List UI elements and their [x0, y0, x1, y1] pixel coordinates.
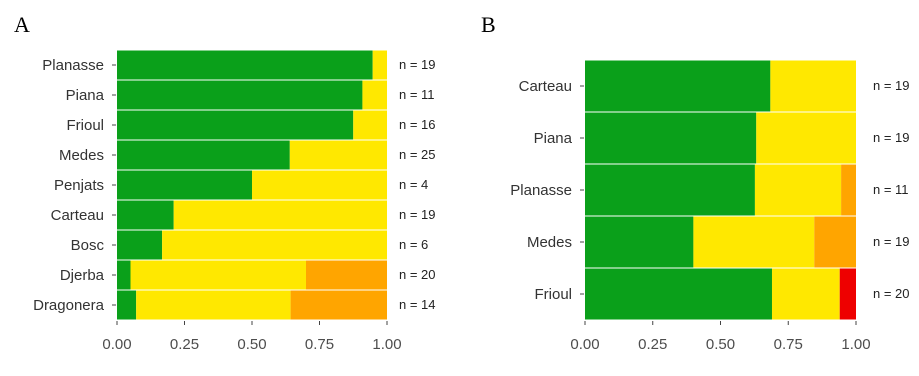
category-label-b-4: Frioul	[534, 286, 572, 303]
bar-segment-b-0-1	[770, 60, 856, 112]
n-label-a-2: n = 16	[399, 117, 436, 132]
category-label-b-2: Planasse	[510, 182, 572, 199]
category-label-a-6: Bosc	[71, 237, 105, 254]
n-label-b-4: n = 20	[873, 286, 910, 301]
bar-segment-a-8-0	[117, 290, 137, 320]
n-label-a-8: n = 14	[399, 297, 436, 312]
bar-segment-a-7-2	[306, 260, 387, 290]
bar-segment-b-3-2	[814, 216, 856, 268]
bar-segment-a-7-1	[130, 260, 306, 290]
x-tick-label-b-2: 0.50	[706, 336, 735, 353]
n-label-a-3: n = 25	[399, 147, 436, 162]
category-label-a-3: Medes	[59, 147, 104, 164]
bar-segment-a-2-1	[353, 110, 387, 140]
panel-b-letter: B	[481, 12, 496, 37]
bar-segment-b-3-0	[585, 216, 694, 268]
x-tick-label-a-0: 0.00	[102, 336, 131, 353]
n-label-a-7: n = 20	[399, 267, 436, 282]
panel-a: A Planasse n = 19 Piana n = 11 Frioul n = 16 M…	[14, 12, 436, 353]
bar-segment-b-2-0	[585, 164, 755, 216]
bar-segment-b-2-1	[754, 164, 842, 216]
bar-segment-a-7-0	[117, 260, 131, 290]
category-label-b-1: Piana	[534, 130, 573, 147]
category-label-a-4: Penjats	[54, 177, 104, 194]
bar-segment-a-5-0	[117, 200, 174, 230]
bar-segment-a-3-0	[117, 140, 290, 170]
n-label-a-0: n = 19	[399, 57, 436, 72]
category-label-a-8: Dragonera	[33, 297, 105, 314]
x-tick-label-a-4: 1.00	[372, 336, 401, 353]
bar-segment-b-4-0	[585, 268, 772, 320]
x-tick-label-b-1: 0.25	[638, 336, 667, 353]
n-label-b-2: n = 11	[873, 182, 909, 197]
bar-segment-a-4-0	[117, 170, 252, 200]
x-tick-label-a-1: 0.25	[170, 336, 199, 353]
n-label-a-6: n = 6	[399, 237, 428, 252]
category-label-a-1: Piana	[66, 87, 105, 104]
bar-segment-a-0-1	[372, 50, 387, 80]
bar-segment-a-5-1	[173, 200, 387, 230]
bar-segment-b-4-3	[839, 268, 856, 320]
bar-segment-a-8-1	[136, 290, 291, 320]
bar-segment-b-1-1	[756, 112, 856, 164]
panel-a-letter: A	[14, 12, 30, 37]
bar-segment-b-1-0	[585, 112, 757, 164]
n-label-a-5: n = 19	[399, 207, 436, 222]
bar-segment-b-0-0	[585, 60, 771, 112]
n-label-a-4: n = 4	[399, 177, 428, 192]
x-tick-label-a-3: 0.75	[305, 336, 334, 353]
panel-b: B Carteau n = 19 Piana n = 19 Planasse n = 11…	[481, 12, 910, 353]
x-tick-label-b-0: 0.00	[570, 336, 599, 353]
bar-segment-a-3-1	[289, 140, 387, 170]
bar-segment-a-1-1	[362, 80, 387, 110]
category-label-a-0: Planasse	[42, 57, 104, 74]
n-label-b-0: n = 19	[873, 78, 910, 93]
bar-segment-a-2-0	[117, 110, 354, 140]
bar-segment-a-1-0	[117, 80, 363, 110]
bar-segment-a-8-2	[290, 290, 387, 320]
n-label-b-1: n = 19	[873, 130, 910, 145]
x-tick-label-b-3: 0.75	[774, 336, 803, 353]
x-tick-label-b-4: 1.00	[841, 336, 870, 353]
category-label-b-3: Medes	[527, 234, 572, 251]
category-label-a-7: Djerba	[60, 267, 105, 284]
bar-segment-b-2-2	[841, 164, 856, 216]
bar-segment-a-6-1	[162, 230, 387, 260]
category-label-b-0: Carteau	[519, 78, 572, 95]
bar-segment-a-4-1	[252, 170, 387, 200]
category-label-a-2: Frioul	[66, 117, 104, 134]
n-label-b-3: n = 19	[873, 234, 910, 249]
n-label-a-1: n = 11	[399, 87, 435, 102]
bar-segment-b-3-1	[693, 216, 815, 268]
bar-segment-a-0-0	[117, 50, 373, 80]
x-tick-label-a-2: 0.50	[237, 336, 266, 353]
bar-segment-b-4-1	[771, 268, 840, 320]
category-label-a-5: Carteau	[51, 207, 104, 224]
bar-segment-a-6-0	[117, 230, 163, 260]
